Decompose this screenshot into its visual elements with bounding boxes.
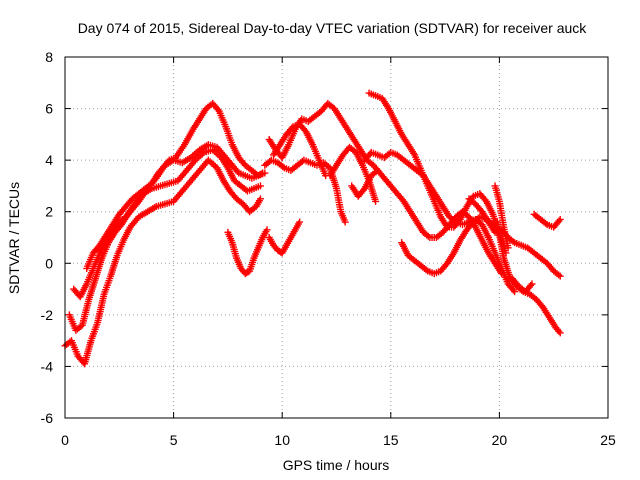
series-arc-j	[326, 143, 380, 205]
x-tick-label: 20	[492, 432, 508, 448]
y-axis-label: SDTVAR / TECUs	[6, 182, 22, 294]
series-arc-b	[65, 146, 264, 334]
data-point	[263, 226, 271, 234]
data-point	[555, 271, 563, 279]
y-tick-label: 0	[45, 255, 53, 271]
y-tick-label: -4	[41, 358, 54, 374]
series-arc-a	[61, 156, 264, 368]
series-arc-s	[530, 210, 564, 231]
data-point	[261, 169, 269, 177]
series-arc-e	[224, 226, 271, 278]
data-point	[555, 217, 563, 225]
x-tick-label: 10	[274, 432, 290, 448]
y-tick-label: -6	[41, 410, 54, 426]
data-point	[256, 195, 264, 203]
data-point	[511, 288, 519, 296]
x-tick-labels: 0 5 10 15 20 25	[61, 432, 616, 448]
data-point	[256, 182, 264, 190]
y-tick-label: 4	[45, 152, 53, 168]
series-arc-q	[491, 182, 512, 252]
series-arc-d	[83, 99, 269, 272]
data-point	[372, 197, 380, 205]
y-tick-label: 6	[45, 101, 53, 117]
data-point	[422, 266, 430, 274]
x-tick-label: 0	[61, 432, 69, 448]
data-point	[528, 280, 536, 288]
x-tick-label: 25	[600, 432, 616, 448]
series-arc-l	[361, 148, 519, 296]
data-point	[509, 286, 517, 294]
data-points	[61, 89, 564, 368]
data-point	[214, 106, 222, 114]
data-point	[556, 272, 564, 280]
series-arc-f	[265, 218, 304, 257]
chart-title: Day 074 of 2015, Sidereal Day-to-day VTE…	[78, 20, 588, 36]
data-point	[296, 218, 304, 226]
x-axis-label: GPS time / hours	[283, 457, 390, 473]
x-tick-label: 15	[383, 432, 399, 448]
data-point	[542, 219, 550, 227]
series-arc-o	[465, 195, 564, 280]
series-arc-r	[508, 275, 536, 296]
y-tick-label: 2	[45, 204, 53, 220]
data-point	[509, 237, 517, 245]
x-tick-label: 5	[170, 432, 178, 448]
plot-frame	[64, 56, 609, 419]
y-tick-label: 8	[45, 49, 53, 65]
data-point	[556, 215, 564, 223]
y-tick-label: -2	[41, 307, 54, 323]
data-point	[341, 218, 349, 226]
y-tick-labels: -6 -4 -2 0 2 4 6 8	[41, 49, 54, 426]
data-point	[527, 281, 535, 289]
data-point	[424, 232, 432, 240]
data-point	[504, 244, 512, 252]
data-point	[279, 163, 287, 171]
data-point	[556, 329, 564, 337]
series-arc-i	[270, 120, 330, 180]
